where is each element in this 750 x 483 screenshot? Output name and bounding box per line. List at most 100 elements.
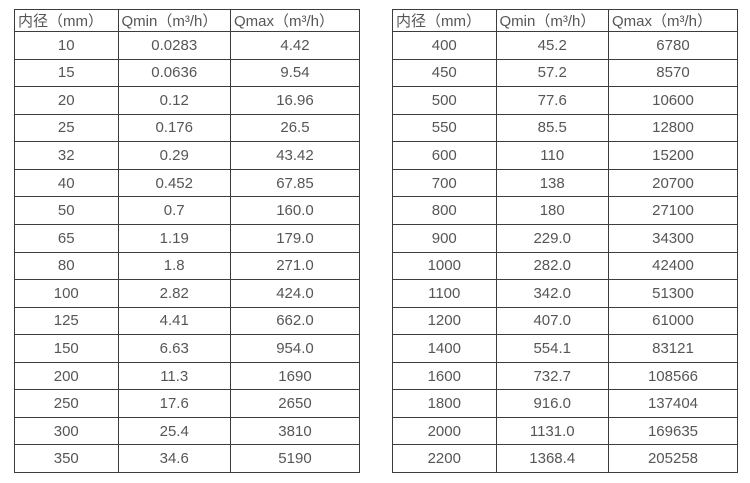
table-body: 400 45.2 6780 450 57.2 8570 500 77.6 10600 550 85.…	[392, 31, 739, 473]
qmax-cell: 34300	[607, 223, 739, 253]
qmin-cell: 0.7	[117, 196, 231, 225]
diameter-cell: 150	[14, 334, 119, 363]
table-row: 25 0.176 26.5	[14, 113, 361, 143]
diameter-cell: 65	[14, 223, 119, 253]
qmax-cell: 205258	[607, 444, 739, 473]
diameter-cell: 700	[392, 168, 497, 198]
table-row: 65 1.19 179.0	[14, 223, 361, 253]
flow-rate-tables: 内径（mm） Qmin（m³/h） Qmax（m³/h） 10 0.0283 4.4…	[14, 9, 739, 473]
diameter-cell: 1000	[392, 251, 497, 281]
qmin-cell: 25.4	[117, 416, 231, 446]
qmin-cell: 45.2	[495, 31, 609, 60]
qmax-cell: 16.96	[229, 86, 361, 115]
table-row: 500 77.6 10600	[392, 86, 739, 115]
table-row: 50 0.7 160.0	[14, 196, 361, 225]
table-row: 200 11.3 1690	[14, 361, 361, 391]
qmin-cell: 407.0	[495, 306, 609, 336]
table-header: 内径（mm） Qmin（m³/h） Qmax（m³/h）	[14, 9, 361, 32]
table-row: 400 45.2 6780	[392, 31, 739, 60]
table-row: 1600 732.7 108566	[392, 361, 739, 391]
diameter-cell: 2000	[392, 416, 497, 446]
qmax-cell: 2650	[229, 389, 361, 418]
table-row: 1200 407.0 61000	[392, 306, 739, 336]
diameter-cell: 300	[14, 416, 119, 446]
diameter-cell: 10	[14, 31, 119, 60]
table-body: 10 0.0283 4.42 15 0.0636 9.54 20 0.12 16.96 25 0.1…	[14, 31, 361, 473]
table-row: 250 17.6 2650	[14, 389, 361, 418]
diameter-cell: 15	[14, 58, 119, 88]
qmax-cell: 83121	[607, 334, 739, 363]
table-row: 550 85.5 12800	[392, 113, 739, 143]
qmax-cell: 8570	[607, 58, 739, 88]
diameter-cell: 1100	[392, 279, 497, 308]
diameter-cell: 50	[14, 196, 119, 225]
flow-table-large-diameters: 内径（mm） Qmin（m³/h） Qmax（m³/h） 400 45.2 6780…	[392, 9, 739, 473]
qmin-cell: 1131.0	[495, 416, 609, 446]
qmax-cell: 160.0	[229, 196, 361, 225]
qmax-cell: 4.42	[229, 31, 361, 60]
table-row: 125 4.41 662.0	[14, 306, 361, 336]
qmax-cell: 27100	[607, 196, 739, 225]
qmin-cell: 6.63	[117, 334, 231, 363]
qmin-cell: 0.12	[117, 86, 231, 115]
qmin-cell: 2.82	[117, 279, 231, 308]
table-row: 450 57.2 8570	[392, 58, 739, 88]
qmin-cell: 0.0636	[117, 58, 231, 88]
qmax-cell: 10600	[607, 86, 739, 115]
qmax-cell: 6780	[607, 31, 739, 60]
qmax-cell: 20700	[607, 168, 739, 198]
qmin-cell: 57.2	[495, 58, 609, 88]
col-header-qmax: Qmax（m³/h）	[229, 9, 361, 32]
col-header-diameter: 内径（mm）	[14, 9, 119, 32]
qmax-cell: 9.54	[229, 58, 361, 88]
table-row: 2000 1131.0 169635	[392, 416, 739, 446]
qmax-cell: 26.5	[229, 113, 361, 143]
table-row: 80 1.8 271.0	[14, 251, 361, 281]
diameter-cell: 125	[14, 306, 119, 336]
col-header-qmin: Qmin（m³/h）	[495, 9, 609, 32]
qmin-cell: 732.7	[495, 361, 609, 391]
qmin-cell: 85.5	[495, 113, 609, 143]
diameter-cell: 1800	[392, 389, 497, 418]
diameter-cell: 450	[392, 58, 497, 88]
flow-table-small-diameters: 内径（mm） Qmin（m³/h） Qmax（m³/h） 10 0.0283 4.4…	[14, 9, 361, 473]
qmax-cell: 169635	[607, 416, 739, 446]
qmax-cell: 67.85	[229, 168, 361, 198]
table-row: 100 2.82 424.0	[14, 279, 361, 308]
diameter-cell: 2200	[392, 444, 497, 473]
diameter-cell: 25	[14, 113, 119, 143]
table-row: 2200 1368.4 205258	[392, 444, 739, 473]
qmax-cell: 61000	[607, 306, 739, 336]
table-row: 1800 916.0 137404	[392, 389, 739, 418]
diameter-cell: 32	[14, 141, 119, 170]
qmax-cell: 271.0	[229, 251, 361, 281]
header-row: 内径（mm） Qmin（m³/h） Qmax（m³/h）	[14, 9, 361, 32]
qmin-cell: 11.3	[117, 361, 231, 391]
qmax-cell: 42400	[607, 251, 739, 281]
qmin-cell: 0.452	[117, 168, 231, 198]
table-row: 150 6.63 954.0	[14, 334, 361, 363]
diameter-cell: 20	[14, 86, 119, 115]
qmin-cell: 4.41	[117, 306, 231, 336]
diameter-cell: 1400	[392, 334, 497, 363]
table-row: 40 0.452 67.85	[14, 168, 361, 198]
diameter-cell: 100	[14, 279, 119, 308]
qmax-cell: 424.0	[229, 279, 361, 308]
table-row: 1000 282.0 42400	[392, 251, 739, 281]
table-row: 900 229.0 34300	[392, 223, 739, 253]
diameter-cell: 500	[392, 86, 497, 115]
diameter-cell: 350	[14, 444, 119, 473]
diameter-cell: 800	[392, 196, 497, 225]
qmin-cell: 229.0	[495, 223, 609, 253]
diameter-cell: 80	[14, 251, 119, 281]
col-header-qmax: Qmax（m³/h）	[607, 9, 739, 32]
qmin-cell: 1.8	[117, 251, 231, 281]
qmax-cell: 5190	[229, 444, 361, 473]
qmin-cell: 0.176	[117, 113, 231, 143]
table-row: 15 0.0636 9.54	[14, 58, 361, 88]
qmin-cell: 34.6	[117, 444, 231, 473]
qmax-cell: 3810	[229, 416, 361, 446]
col-header-diameter: 内径（mm）	[392, 9, 497, 32]
qmax-cell: 662.0	[229, 306, 361, 336]
diameter-cell: 1200	[392, 306, 497, 336]
